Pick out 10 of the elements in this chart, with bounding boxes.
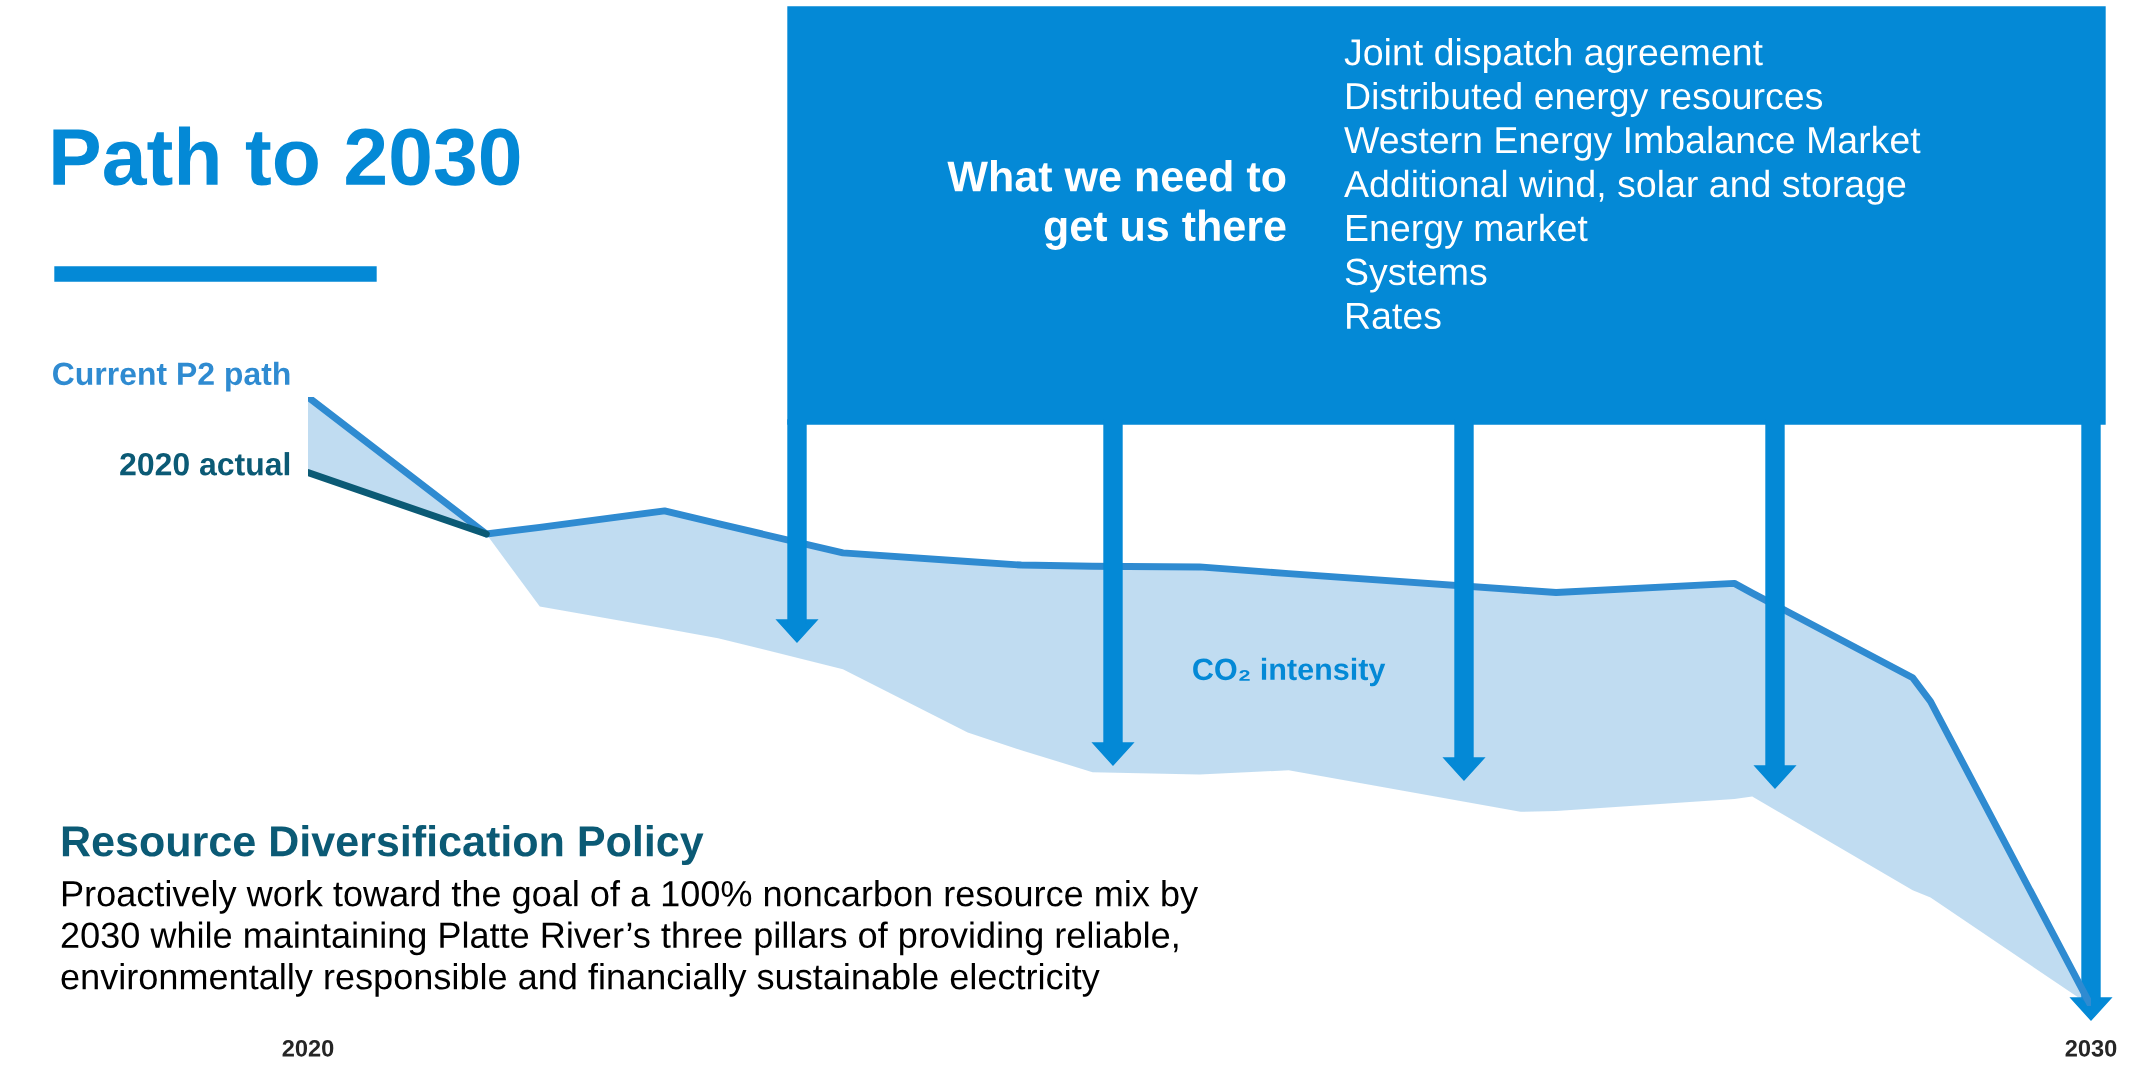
series-label: 2020 actual xyxy=(120,452,290,476)
text: Resource Diversification Policy xyxy=(62,824,704,866)
chart-title: Path to 2030 xyxy=(53,126,520,186)
annotation: Proactively work toward the goal of a 100% noncarbon resource mix by 2030 while maintaining Platte River’s three pillars of providing reliable, environmentally responsible and financially sustainable electricity xyxy=(61,880,1199,997)
series-label: Current P2 path xyxy=(53,361,290,392)
text: Joint dispatch agreement Distributed energy resources Western Energy Imbalance Market Additional wind, solar and storage Energy market Systems Rates xyxy=(1344,38,1921,330)
x-tick-label: 2020 xyxy=(282,1039,334,1057)
annotation: CO₂ intensity xyxy=(1193,657,1386,687)
x-tick-label: 2030 xyxy=(2065,1039,2117,1057)
text: What we need to get us there xyxy=(947,160,1286,250)
